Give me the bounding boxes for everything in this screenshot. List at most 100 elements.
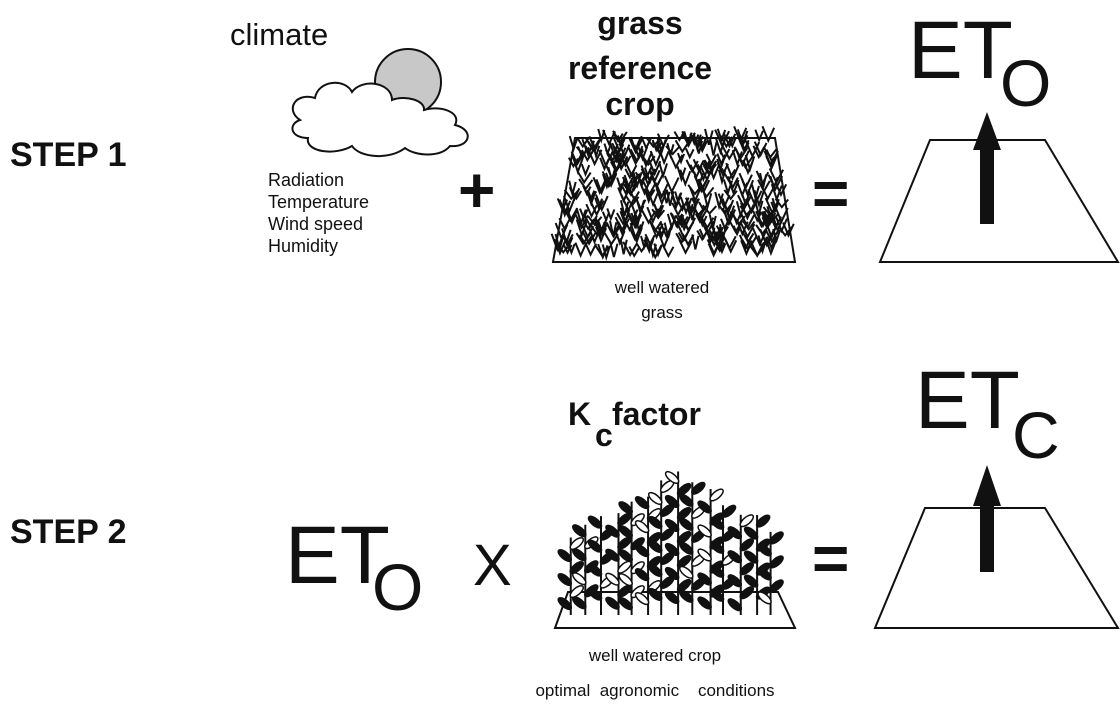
- crop-leaf: [709, 564, 725, 578]
- climate-factor: Wind speed: [268, 214, 363, 234]
- grass-blade: [692, 158, 705, 173]
- grass-blade: [689, 133, 700, 146]
- crop-leaf: [587, 515, 603, 529]
- grass-blade: [576, 170, 592, 185]
- grass-blade: [674, 191, 683, 206]
- crop-leaf: [569, 560, 585, 575]
- crop-leaf: [664, 542, 680, 557]
- grass-blade: [597, 128, 606, 144]
- crop-title: crop: [605, 86, 674, 122]
- crop-leaf: [572, 596, 587, 610]
- crop-leaf: [605, 596, 620, 610]
- grass-blade: [570, 189, 583, 201]
- grass-blade: [567, 157, 579, 169]
- crop-leaf: [647, 563, 663, 577]
- crop-leaf: [618, 549, 633, 563]
- grass-blade: [763, 211, 777, 227]
- grass-blade: [742, 159, 754, 176]
- et-symbol: ET: [915, 355, 1020, 446]
- grass-blade: [689, 187, 702, 204]
- grass-blade: [769, 175, 779, 190]
- grass-blade: [744, 140, 761, 159]
- grass-blade: [676, 152, 686, 165]
- step-label: STEP 2: [10, 513, 127, 551]
- grass-blade: [693, 138, 702, 153]
- grass-blade: [764, 228, 780, 244]
- grass-blade: [583, 214, 598, 229]
- grass-blade: [663, 175, 680, 195]
- grass-blade: [619, 154, 632, 168]
- grass-blade: [668, 152, 684, 170]
- grass-blade: [673, 131, 686, 142]
- crop-leaf: [721, 504, 737, 518]
- grass-blade: [585, 138, 601, 152]
- grass-blade: [761, 125, 776, 144]
- grass-blade: [662, 190, 671, 204]
- arrow-head: [973, 465, 1001, 506]
- grass-blade: [764, 197, 780, 215]
- grass-blade: [704, 128, 714, 146]
- grass-blade: [584, 242, 597, 257]
- climate-factor: Humidity: [268, 236, 338, 256]
- crop-leaf: [709, 488, 724, 502]
- grass-blade: [622, 241, 638, 257]
- crop-leaf: [743, 526, 759, 540]
- grass-blade: [594, 197, 604, 211]
- grass-blade: [652, 226, 667, 237]
- grass-blade: [580, 163, 591, 178]
- grass-blade: [684, 148, 695, 160]
- crop-leaf: [709, 540, 725, 554]
- grass-blade: [586, 147, 603, 167]
- grass-blade: [635, 198, 645, 216]
- crop-caption: well watered crop: [588, 646, 721, 665]
- grass-blade: [737, 194, 752, 211]
- arrow-shaft: [980, 498, 994, 572]
- crop-leaf: [676, 578, 692, 593]
- et-subscript: O: [372, 550, 423, 624]
- grass-blade: [568, 135, 579, 153]
- et-subscript: C: [1012, 398, 1060, 472]
- crop-leaf: [679, 493, 694, 507]
- et-symbol: ET: [285, 510, 390, 601]
- crop-leaf: [634, 544, 650, 558]
- grass-blade: [586, 189, 596, 201]
- grass-blade: [614, 216, 630, 234]
- grass-blade: [735, 201, 746, 220]
- crop-leaf: [679, 565, 694, 579]
- grass-blade: [749, 245, 765, 258]
- grass-blade: [625, 182, 637, 197]
- grass-blade: [581, 138, 595, 158]
- grass-blade: [649, 221, 664, 240]
- grass-blade: [639, 150, 653, 169]
- crop-leaf: [572, 548, 587, 562]
- crop-leaf: [572, 524, 587, 538]
- grass-blade: [612, 130, 628, 145]
- crop-leaf: [739, 586, 755, 600]
- grass-blade: [653, 243, 663, 258]
- grass-blade: [679, 169, 692, 188]
- grass-blade: [558, 217, 571, 231]
- crop-leaf: [676, 530, 692, 545]
- grass-blade: [711, 224, 722, 240]
- grass-blade: [720, 218, 730, 231]
- crop-leaf: [634, 496, 650, 510]
- crop-leaf: [557, 596, 573, 611]
- grass-blade: [683, 131, 693, 148]
- crop-leaf: [618, 573, 633, 587]
- arrow-shaft: [980, 140, 994, 224]
- grass-blade: [699, 165, 714, 182]
- crop-leaf: [769, 579, 784, 593]
- grass-blade: [561, 232, 574, 246]
- crop-leaf: [697, 524, 712, 538]
- crop-leaf: [743, 574, 759, 588]
- grass-blade: [755, 170, 770, 187]
- equals-sign: =: [812, 522, 849, 594]
- grass-blade: [698, 185, 715, 199]
- crop-leaf: [739, 538, 755, 552]
- grass-blade: [727, 178, 740, 197]
- grass-blade: [587, 215, 603, 227]
- grass-blade: [612, 137, 626, 153]
- crop-leaf: [587, 539, 603, 553]
- crop-leaf: [676, 554, 692, 569]
- grass-blade: [575, 207, 587, 227]
